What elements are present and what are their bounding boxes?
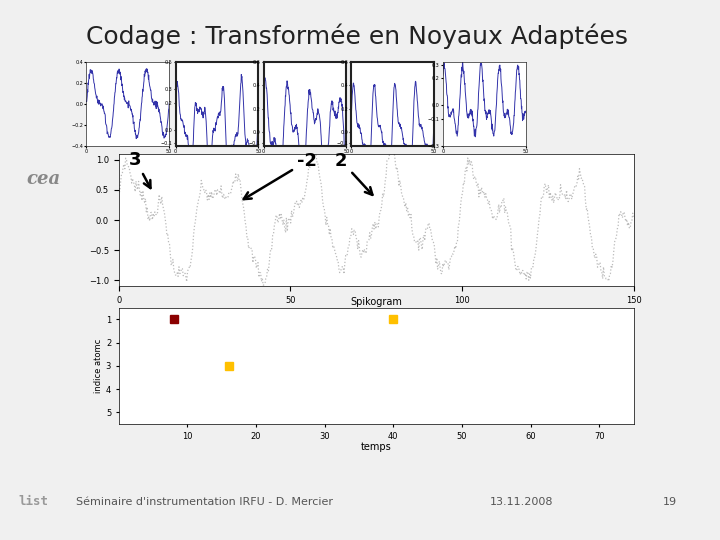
- X-axis label: temps: temps: [361, 442, 392, 452]
- Bar: [390, 315, 397, 323]
- Text: 2: 2: [335, 152, 372, 195]
- Text: Codage : Transformée en Noyaux Adaptées: Codage : Transformée en Noyaux Adaptées: [86, 24, 629, 50]
- Title: Spikogram: Spikogram: [350, 297, 402, 307]
- Y-axis label: indice atomc: indice atomc: [94, 339, 103, 393]
- Text: 3: 3: [129, 151, 150, 188]
- Text: list: list: [18, 495, 48, 509]
- Text: 13.11.2008: 13.11.2008: [490, 497, 553, 507]
- Text: Séminaire d'instrumentation IRFU - D. Mercier: Séminaire d'instrumentation IRFU - D. Me…: [76, 497, 333, 507]
- Bar: [225, 362, 233, 370]
- Text: -2: -2: [243, 152, 318, 199]
- Bar: [170, 315, 178, 323]
- Text: 19: 19: [662, 497, 677, 507]
- Text: cea: cea: [26, 170, 60, 188]
